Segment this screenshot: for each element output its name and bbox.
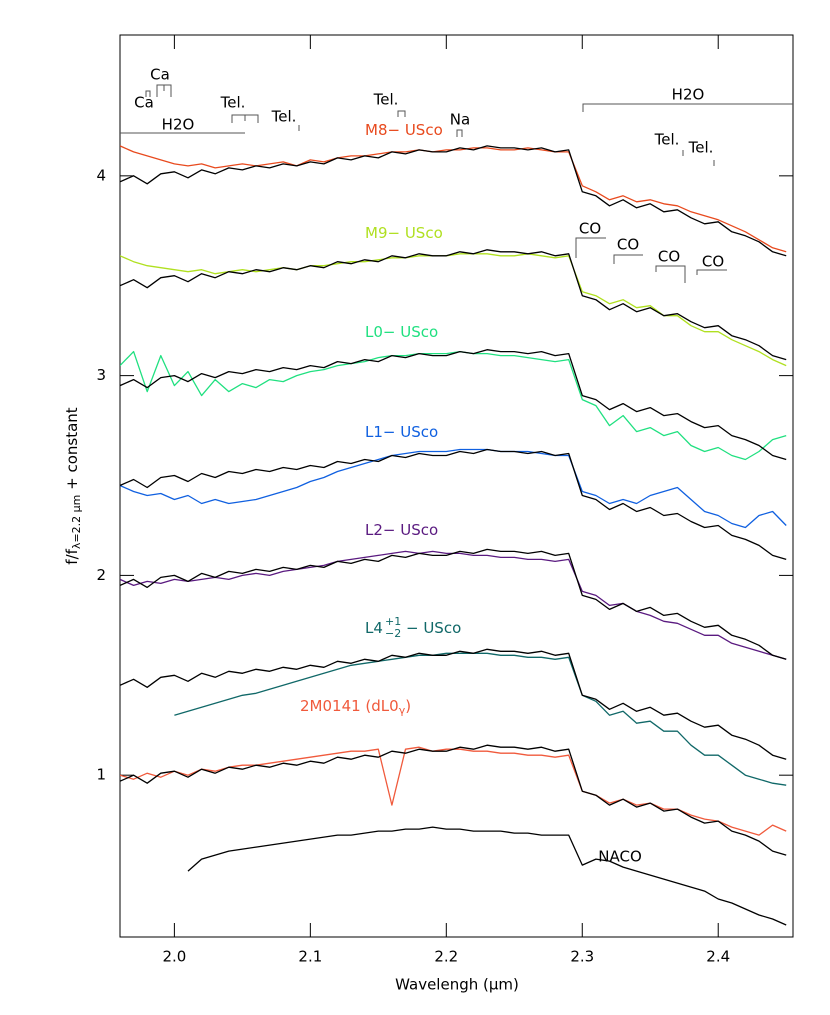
x-tick-label: 2.4: [706, 948, 730, 966]
y-axis-title: f/fλ=2.2 μm + constant: [63, 407, 84, 564]
series-name-suffix: − USco: [401, 619, 461, 637]
x-axis-title: Wavelengh (μm): [395, 976, 519, 994]
series-label: L0− USco: [365, 323, 438, 341]
x-tick-label: 2.1: [298, 948, 322, 966]
annotation: H2O: [672, 86, 705, 104]
annotation: CO: [579, 220, 601, 238]
spectrum-line: [120, 550, 787, 660]
annotation: Na: [450, 111, 470, 129]
annotation: Tel.: [271, 108, 297, 126]
spectrum-line: [187, 826, 787, 926]
annotation: CO: [658, 248, 680, 266]
series-name-sub: −2: [385, 627, 401, 640]
annotation: Tel.: [654, 131, 680, 149]
spectrum-line: [120, 744, 787, 856]
annotation: Tel.: [220, 94, 246, 112]
y-tick-label: 3: [96, 366, 106, 384]
annotation: Tel.: [688, 139, 714, 157]
series-label: M9− USco: [365, 224, 443, 242]
series-name-sup: +1: [385, 615, 401, 628]
y-tick-label: 2: [96, 566, 106, 584]
series-name: L1− USco: [365, 423, 438, 441]
y-title-sub: λ=2.2 μm: [70, 495, 83, 549]
series-name: L0− USco: [365, 323, 438, 341]
annotation-brackets: [120, 84, 793, 283]
series-label: M8− USco: [365, 121, 443, 139]
series-name-sub: γ: [399, 704, 406, 717]
series-name: M9− USco: [365, 224, 443, 242]
spectrum-line: [120, 145, 787, 253]
y-tick-label: 4: [96, 166, 106, 184]
annotation: NACO: [598, 848, 642, 866]
series-label: L1− USco: [365, 423, 438, 441]
spectrum-line: [120, 253, 787, 367]
spectrum-line: [120, 746, 787, 836]
spectrum-line: [120, 349, 787, 461]
annotation: CO: [617, 236, 639, 254]
spectrum-line: [120, 145, 787, 257]
series-name: L2− USco: [365, 521, 438, 539]
spectrum-line: [120, 350, 787, 461]
series-label: L4 +1 −2 − USco: [365, 615, 461, 640]
spectrum-line: [120, 548, 787, 660]
y-tick-label: 1: [96, 766, 106, 784]
spectrum-line: [120, 448, 787, 561]
series-label: L2− USco: [365, 521, 438, 539]
y-title-main: f/f: [63, 548, 81, 564]
plot-frame: [119, 34, 794, 938]
spectrum-line: [120, 648, 787, 760]
x-tick-label: 2.2: [434, 948, 458, 966]
series-name-suffix: ): [405, 697, 411, 715]
spectrum-line: [174, 652, 787, 786]
spectrum-line: [120, 448, 787, 529]
annotation: Ca: [150, 66, 170, 84]
annotation: Tel.: [373, 91, 399, 109]
spectrum-line: [120, 249, 787, 361]
series-name: M8− USco: [365, 121, 443, 139]
annotation: H2O: [162, 116, 195, 134]
series-name: L4: [365, 619, 383, 637]
annotation: Ca: [134, 94, 154, 112]
series-name: 2M0141 (dL0: [300, 697, 399, 715]
y-title-suffix: + constant: [63, 407, 81, 494]
x-tick-label: 2.0: [162, 948, 186, 966]
annotation: CO: [702, 253, 724, 271]
x-tick-label: 2.3: [570, 948, 594, 966]
series-label: 2M0141 (dL0γ): [300, 697, 411, 718]
